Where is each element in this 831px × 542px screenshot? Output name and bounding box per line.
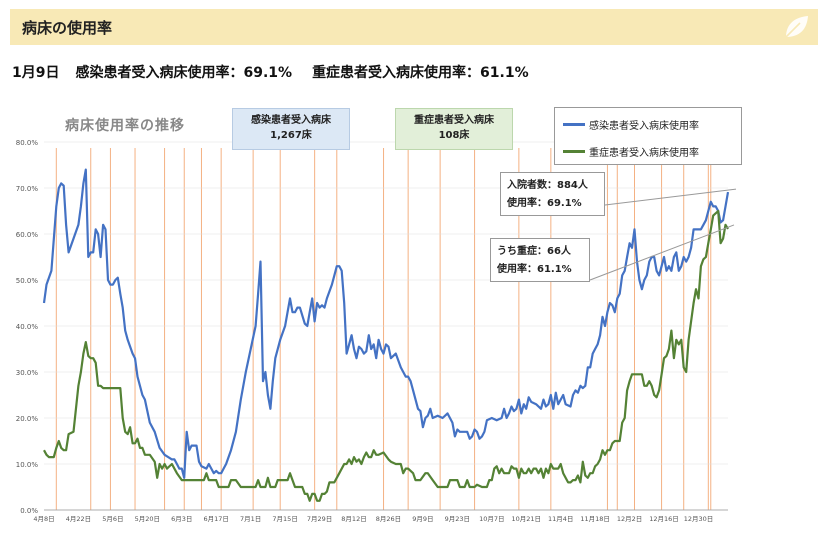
callout-severe-count: うち重症：66人 [497, 246, 571, 257]
summary-date: 1月9日 [12, 65, 60, 81]
x-tick-label: 12月16日 [649, 515, 679, 523]
x-tick-label: 4月22日 [66, 515, 91, 523]
severe-beds-box: 重症患者受入病床 108床 [395, 108, 513, 150]
page-title: 病床の使用率 [22, 18, 113, 37]
y-tick-label: 80.0% [16, 139, 39, 147]
callout-admitted: 入院者数：884人 使用率：69.1% [500, 172, 605, 216]
series-line-infected [42, 168, 730, 479]
legend-swatch-severe [563, 150, 585, 153]
x-tick-label: 6月3日 [171, 515, 192, 523]
y-tick-label: 20.0% [16, 415, 39, 423]
x-tick-label: 4月8日 [33, 515, 54, 523]
x-tick-label: 11月18日 [580, 515, 610, 523]
chart-title: 病床使用率の推移 [65, 118, 185, 134]
x-tick-label: 7月29日 [307, 515, 332, 523]
y-tick-label: 10.0% [16, 461, 39, 469]
x-tick-label: 12月30日 [684, 515, 714, 523]
chart-legend: 感染患者受入病床使用率 重症患者受入病床使用率 [554, 107, 742, 165]
leaf-icon [785, 16, 808, 38]
severe-beds-count: 108床 [438, 130, 470, 141]
legend-label-severe: 重症患者受入病床使用率 [589, 148, 699, 159]
severe-beds-label: 重症患者受入病床 [414, 115, 494, 126]
x-tick-label: 12月2日 [617, 515, 642, 523]
y-tick-label: 70.0% [16, 185, 39, 193]
x-tick-label: 10月21日 [511, 515, 541, 523]
x-tick-label: 7月1日 [240, 515, 261, 523]
legend-swatch-infected [563, 123, 585, 126]
x-tick-label: 9月9日 [412, 515, 433, 523]
x-tick-label: 11月4日 [548, 515, 573, 523]
infected-beds-box: 感染患者受入病床 1,267床 [232, 108, 350, 150]
x-tick-label: 10月7日 [479, 515, 504, 523]
y-tick-label: 30.0% [16, 369, 39, 377]
callout-severe-rate: 使用率：61.1% [497, 264, 572, 275]
x-tick-label: 5月20日 [135, 515, 160, 523]
summary-infected-rate: 感染患者受入病床使用率：69.1% [75, 65, 293, 81]
x-tick-label: 6月17日 [204, 515, 229, 523]
x-tick-label: 8月26日 [376, 515, 401, 523]
callout-leader-severe [589, 224, 735, 281]
infected-beds-count: 1,267床 [270, 130, 312, 141]
legend-item-severe: 重症患者受入病床使用率 [563, 144, 699, 159]
legend-label-infected: 感染患者受入病床使用率 [589, 121, 699, 132]
y-tick-label: 60.0% [16, 231, 39, 239]
x-tick-label: 7月15日 [272, 515, 297, 523]
x-tick-label: 9月23日 [445, 515, 470, 523]
summary-severe-rate: 重症患者受入病床使用率：61.1% [312, 65, 529, 81]
callout-severe: うち重症：66人 使用率：61.1% [490, 238, 590, 282]
summary-line: 1月9日 感染患者受入病床使用率：69.1% 重症患者受入病床使用率：61.1% [12, 62, 529, 82]
infected-beds-label: 感染患者受入病床 [251, 115, 331, 126]
callout-admitted-count: 入院者数：884人 [507, 180, 588, 191]
callout-admitted-rate: 使用率：69.1% [507, 198, 582, 209]
header-bar: 病床の使用率 [10, 9, 818, 45]
y-tick-label: 0.0% [20, 507, 38, 515]
x-tick-label: 5月6日 [102, 515, 123, 523]
series-line-severe [43, 209, 729, 502]
y-tick-label: 50.0% [16, 277, 39, 285]
legend-item-infected: 感染患者受入病床使用率 [563, 117, 699, 132]
x-tick-label: 8月12日 [341, 515, 366, 523]
y-tick-label: 40.0% [16, 323, 39, 331]
callout-leader-admitted [604, 188, 737, 206]
